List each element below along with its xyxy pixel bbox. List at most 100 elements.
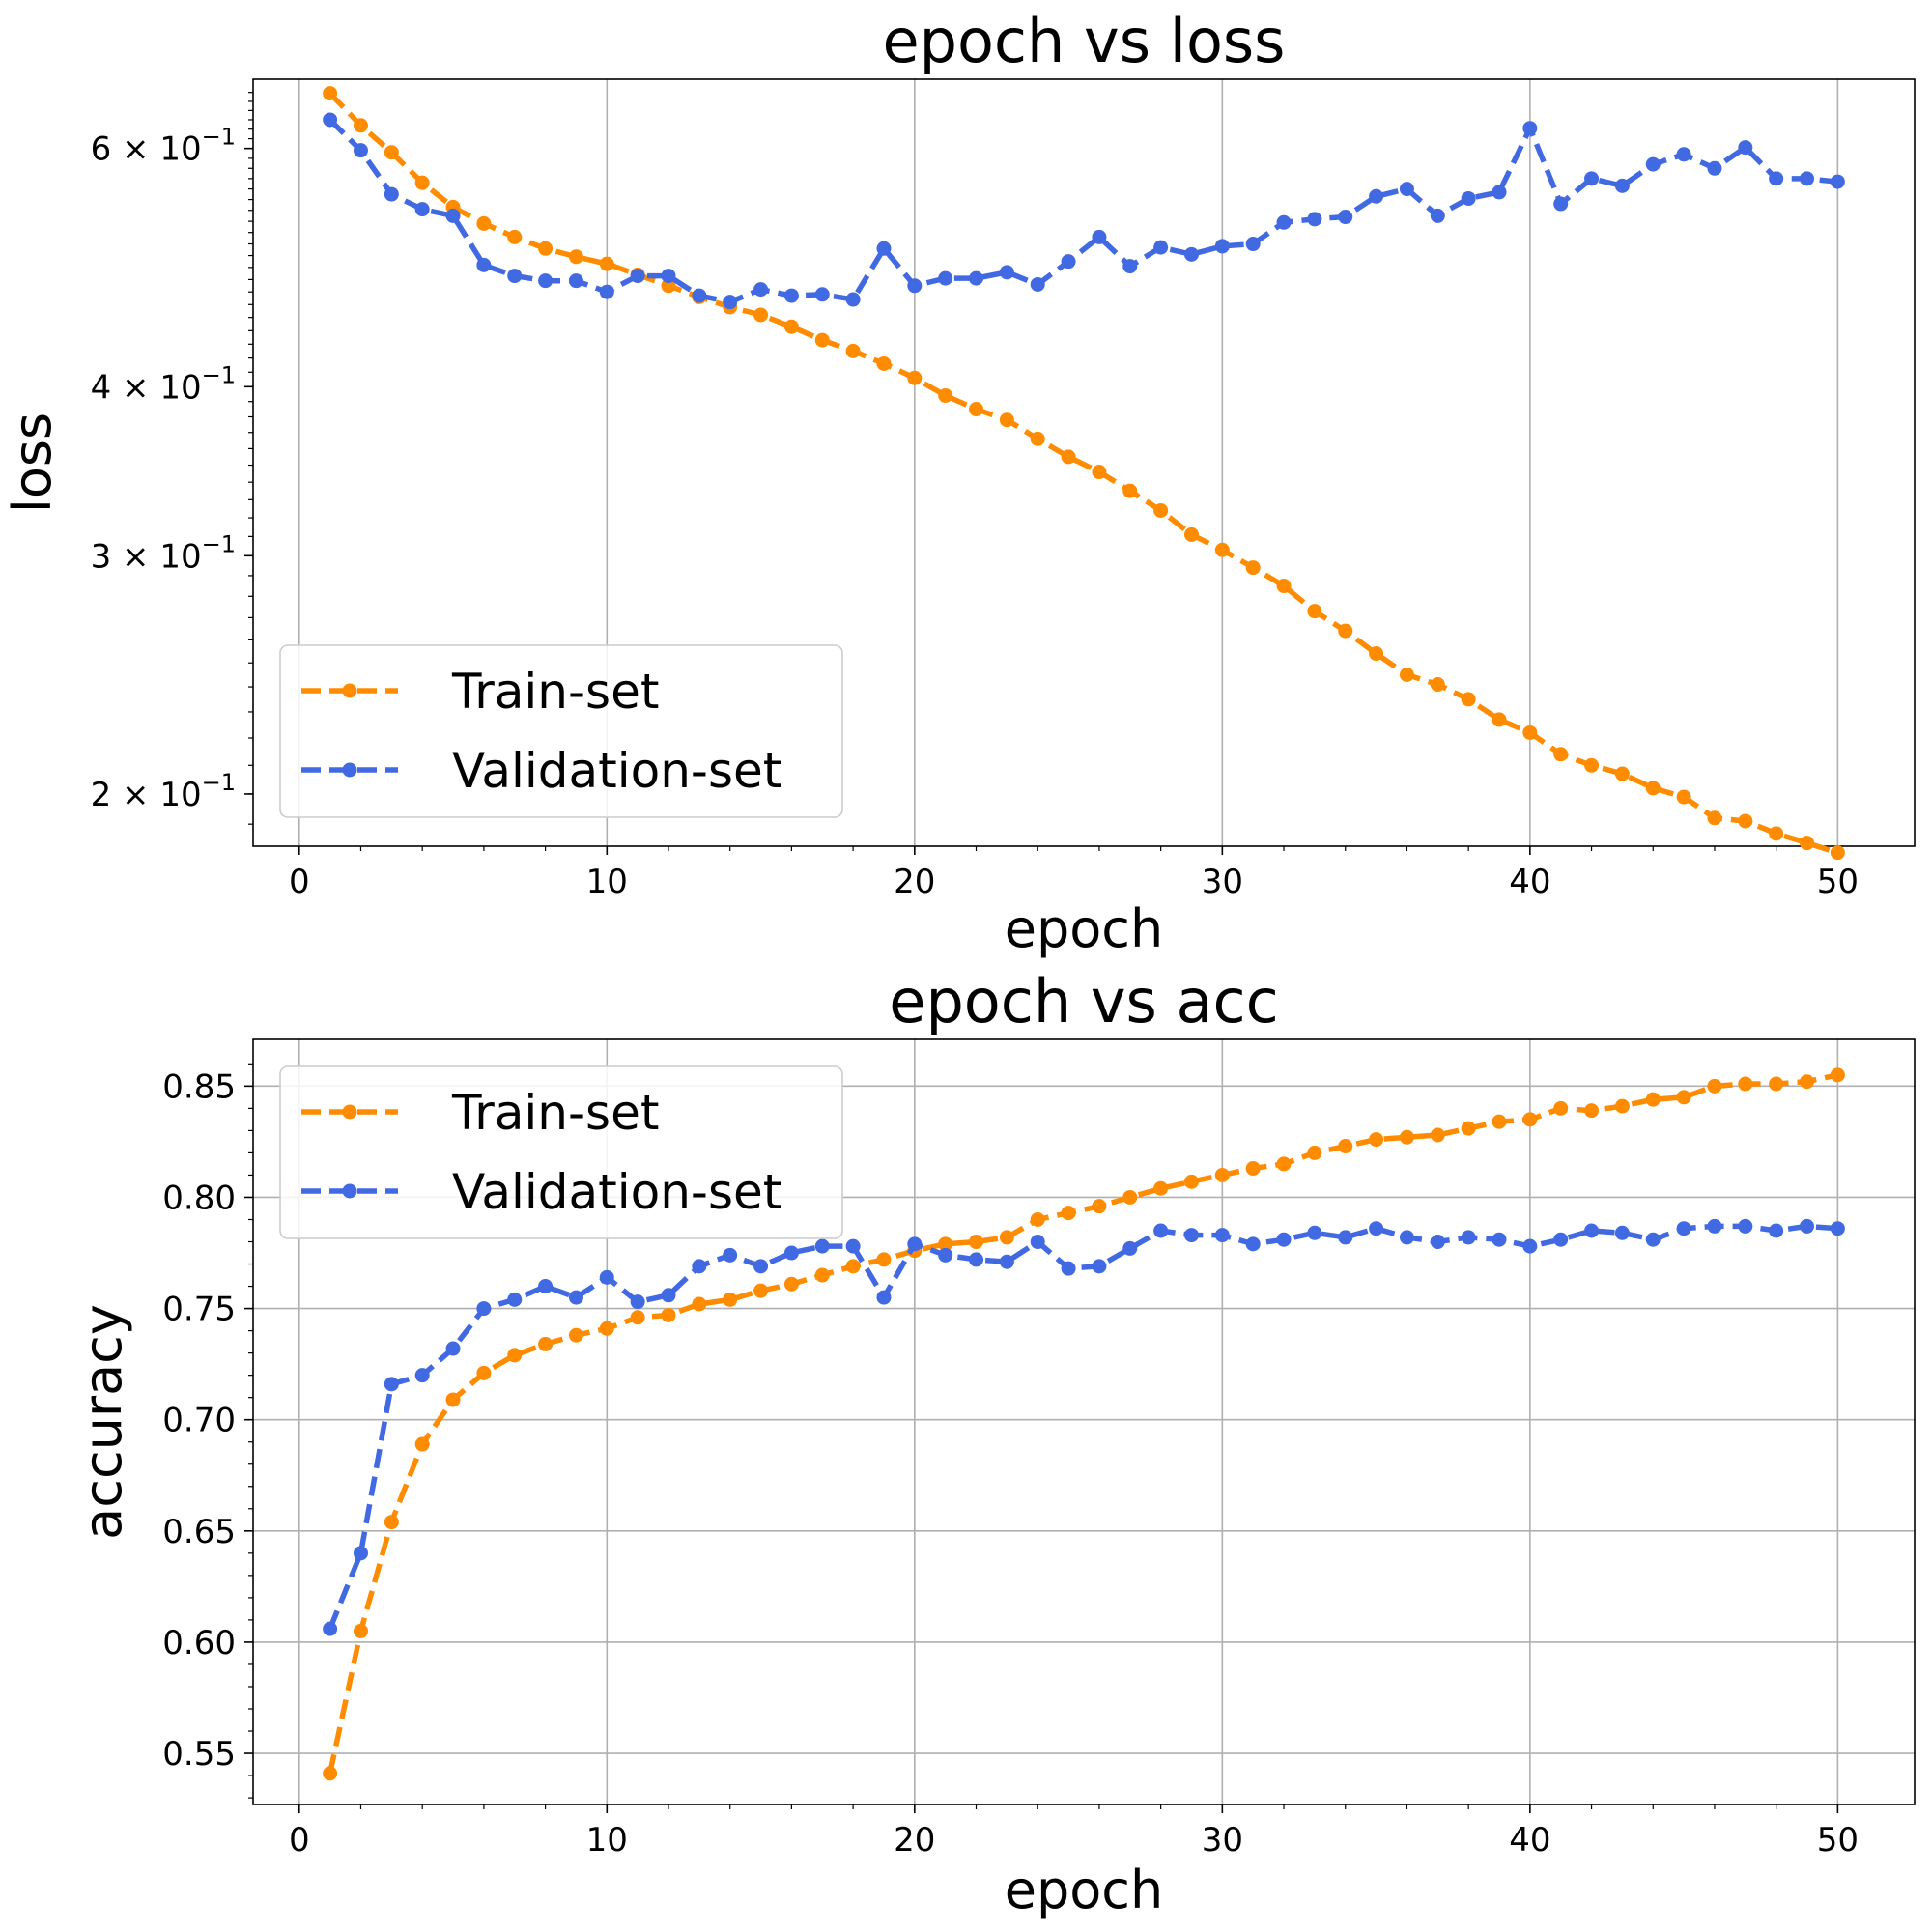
y-axis-label: accuracy <box>72 1304 133 1540</box>
data-point-train <box>723 1292 738 1307</box>
data-point-validation <box>1830 174 1845 189</box>
data-point-validation <box>1061 254 1076 270</box>
data-point-train <box>1153 502 1169 518</box>
data-point-train <box>1553 1100 1569 1116</box>
data-point-train <box>1584 1103 1600 1119</box>
data-point-validation <box>1245 1236 1261 1252</box>
data-point-validation <box>445 1341 461 1356</box>
data-point-validation <box>723 295 738 310</box>
data-point-validation <box>1769 1223 1784 1238</box>
data-point-train <box>353 118 368 133</box>
data-point-train <box>1122 1189 1138 1205</box>
data-point-validation <box>1800 171 1815 186</box>
data-point-validation <box>1061 1261 1076 1276</box>
data-point-train <box>1369 646 1384 662</box>
data-point-train <box>1584 757 1600 773</box>
data-point-train <box>538 1336 554 1351</box>
data-point-validation <box>999 265 1014 280</box>
data-point-validation <box>1214 1228 1230 1243</box>
data-point-validation <box>507 269 523 284</box>
accuracy-chart-panel: 0 10 20 30 40 50 0.55 0.60 0.65 0.70 0.75 0.80 0.85 e… <box>72 966 1916 1920</box>
data-point-train <box>445 1392 461 1407</box>
data-point-validation <box>814 1238 830 1254</box>
data-point-validation <box>476 257 492 272</box>
data-point-train <box>1430 677 1445 693</box>
data-point-validation <box>1369 1221 1384 1236</box>
y-tick-label-exponent: −1 <box>202 361 236 388</box>
data-point-validation <box>1676 1221 1691 1236</box>
data-point-validation <box>969 1252 984 1267</box>
data-point-train <box>1492 712 1507 727</box>
data-point-validation <box>1399 1230 1414 1245</box>
data-point-validation <box>414 1368 430 1383</box>
data-point-train <box>1430 1127 1445 1143</box>
data-point-validation <box>599 284 614 299</box>
data-point-train <box>1676 789 1691 805</box>
data-point-train <box>969 402 984 417</box>
series-line-validation <box>327 118 1838 305</box>
legend-marker-validation <box>342 762 357 778</box>
data-point-validation <box>1553 1232 1569 1247</box>
data-point-train <box>384 1515 399 1530</box>
y-tick-label: 2 × 10−1 <box>91 769 236 814</box>
data-point-train <box>1061 1206 1076 1221</box>
chart-title: epoch vs loss <box>883 6 1286 76</box>
data-point-validation <box>1276 1232 1292 1247</box>
data-point-train <box>1092 465 1107 480</box>
y-tick-label-exponent: −1 <box>202 769 236 796</box>
data-point-train <box>969 1235 984 1250</box>
data-point-validation <box>1614 1225 1630 1240</box>
data-point-train <box>999 1230 1014 1245</box>
data-point-train <box>1645 1092 1661 1107</box>
data-point-validation <box>783 288 799 303</box>
data-point-validation <box>1183 246 1199 262</box>
data-point-train <box>568 1327 583 1343</box>
data-point-validation <box>876 1290 892 1305</box>
data-point-train <box>845 1259 861 1274</box>
legend-box <box>279 1065 843 1239</box>
y-axis-label: loss <box>2 412 63 513</box>
data-point-validation <box>661 1288 676 1303</box>
x-tick-label: 30 <box>1202 863 1243 901</box>
y-tick-label-base: 6 × 10 <box>91 130 202 169</box>
loss-chart-panel: 0 10 20 30 40 502 × 10−13 × 10−14 × 10−16 × 1… <box>2 6 1916 959</box>
legend-label: Train-set <box>451 664 659 720</box>
data-point-validation <box>1338 210 1353 225</box>
data-point-train <box>1245 560 1261 576</box>
data-point-train <box>1830 1067 1845 1083</box>
data-point-train <box>507 1348 523 1363</box>
data-point-validation <box>1769 171 1784 186</box>
data-point-train <box>1214 542 1230 557</box>
data-point-validation <box>1307 212 1322 227</box>
data-point-train <box>599 256 614 271</box>
data-point-train <box>938 1236 953 1252</box>
data-point-train <box>1122 483 1138 498</box>
data-point-train <box>783 319 799 334</box>
y-tick-label-base: 4 × 10 <box>91 368 202 407</box>
data-point-validation <box>969 270 984 286</box>
data-point-train <box>323 1766 338 1781</box>
data-point-validation <box>876 241 892 256</box>
data-point-train <box>1307 1145 1322 1160</box>
data-point-train <box>1769 826 1784 841</box>
data-point-validation <box>1245 237 1261 252</box>
y-tick-label: 0.85 <box>162 1067 236 1106</box>
data-point-train <box>1614 766 1630 781</box>
data-point-train <box>1307 604 1322 619</box>
data-point-validation <box>1153 240 1169 255</box>
legend-label: Validation-set <box>452 743 781 799</box>
legend-box <box>279 644 843 818</box>
data-point-train <box>876 1252 892 1267</box>
data-point-train <box>1183 1174 1199 1189</box>
data-point-validation <box>1430 1235 1445 1250</box>
data-point-train <box>630 1310 645 1325</box>
y-tick-label: 0.60 <box>162 1624 236 1662</box>
data-point-validation <box>1553 196 1569 212</box>
data-point-train <box>476 1365 492 1380</box>
x-tick-label: 10 <box>586 863 628 901</box>
x-tick-label: 20 <box>894 863 935 901</box>
data-point-train <box>323 86 338 101</box>
plot-frame <box>252 78 1916 847</box>
data-point-train <box>507 229 523 244</box>
